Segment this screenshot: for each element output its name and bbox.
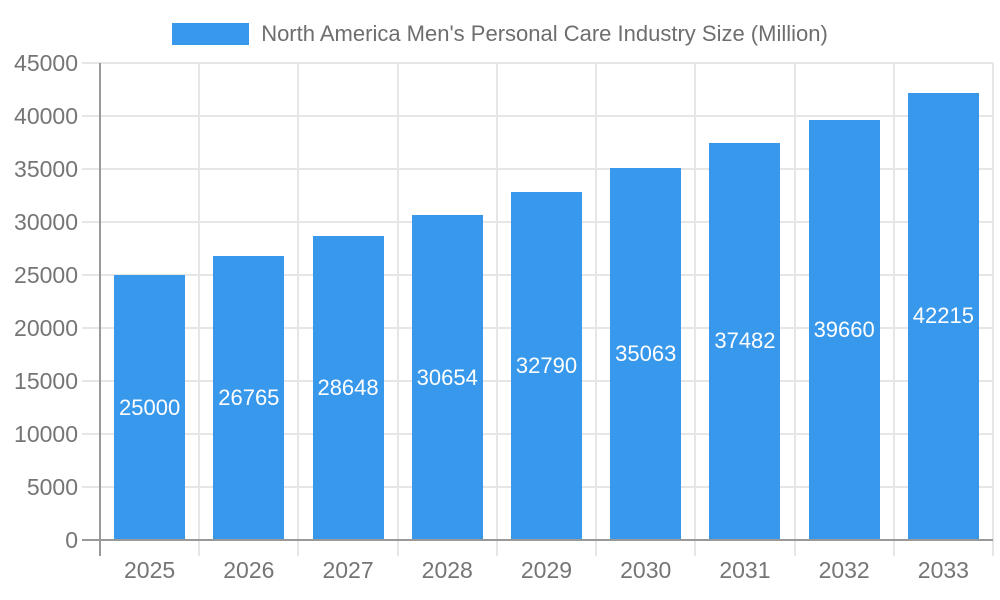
y-axis-tick-label: 35000 [14, 156, 78, 182]
bar-value-label: 32790 [515, 353, 578, 379]
legend: North America Men's Personal Care Indust… [0, 21, 1000, 47]
bar-value-label: 35063 [615, 341, 677, 367]
x-axis-tick-label: 2029 [520, 557, 573, 583]
x-axis-tick-label: 2027 [322, 557, 374, 583]
y-axis-tick-label: 45000 [14, 50, 78, 76]
v-gridline [892, 63, 895, 556]
y-axis-tick-label: 20000 [14, 315, 78, 341]
x-axis-tick-label: 2025 [124, 557, 176, 583]
x-axis-tick-label: 2026 [223, 557, 275, 583]
x-axis-tick-label: 2031 [719, 557, 771, 583]
v-gridline [396, 63, 399, 556]
bar [114, 275, 186, 540]
bar [907, 92, 979, 540]
y-axis-tick-label: 40000 [14, 103, 78, 129]
x-axis-tick-label: 2030 [620, 557, 672, 583]
bar-value-label: 30654 [416, 364, 478, 390]
bar [213, 256, 285, 540]
bar [808, 119, 880, 540]
h-gridline [82, 168, 993, 170]
y-axis-tick-label: 10000 [14, 421, 78, 447]
x-axis-line [82, 539, 993, 541]
legend-label: North America Men's Personal Care Indust… [261, 21, 828, 46]
h-gridline [82, 115, 993, 117]
bar-value-label: 39660 [813, 316, 875, 342]
h-gridline [82, 62, 993, 64]
bar [312, 236, 384, 540]
x-axis-tick-label: 2028 [421, 557, 473, 583]
v-gridline [694, 63, 697, 556]
bar-value-label: 28648 [317, 375, 379, 401]
v-gridline [793, 63, 796, 556]
y-axis-tick-label: 30000 [14, 209, 78, 235]
y-axis-tick-label: 15000 [14, 368, 78, 394]
bar-value-label: 25000 [119, 394, 181, 420]
bar [511, 192, 582, 540]
y-axis-tick-label: 25000 [14, 262, 78, 288]
v-gridline [198, 63, 201, 556]
legend-swatch [172, 23, 250, 45]
v-gridline [297, 63, 300, 556]
v-gridline [495, 63, 498, 556]
y-axis-line [99, 63, 101, 556]
bar [610, 168, 682, 540]
bar [709, 142, 781, 540]
bar [411, 215, 483, 540]
bar-value-label: 42215 [912, 303, 974, 329]
bar-value-label: 37482 [714, 328, 776, 354]
v-gridline [595, 63, 598, 556]
x-axis-tick-label: 2032 [818, 557, 870, 583]
y-axis-tick-label: 0 [65, 527, 78, 553]
x-axis-tick-label: 2033 [917, 557, 969, 583]
v-gridline [992, 63, 994, 556]
bar-value-label: 26765 [218, 385, 280, 411]
y-axis-tick-label: 5000 [26, 474, 78, 500]
